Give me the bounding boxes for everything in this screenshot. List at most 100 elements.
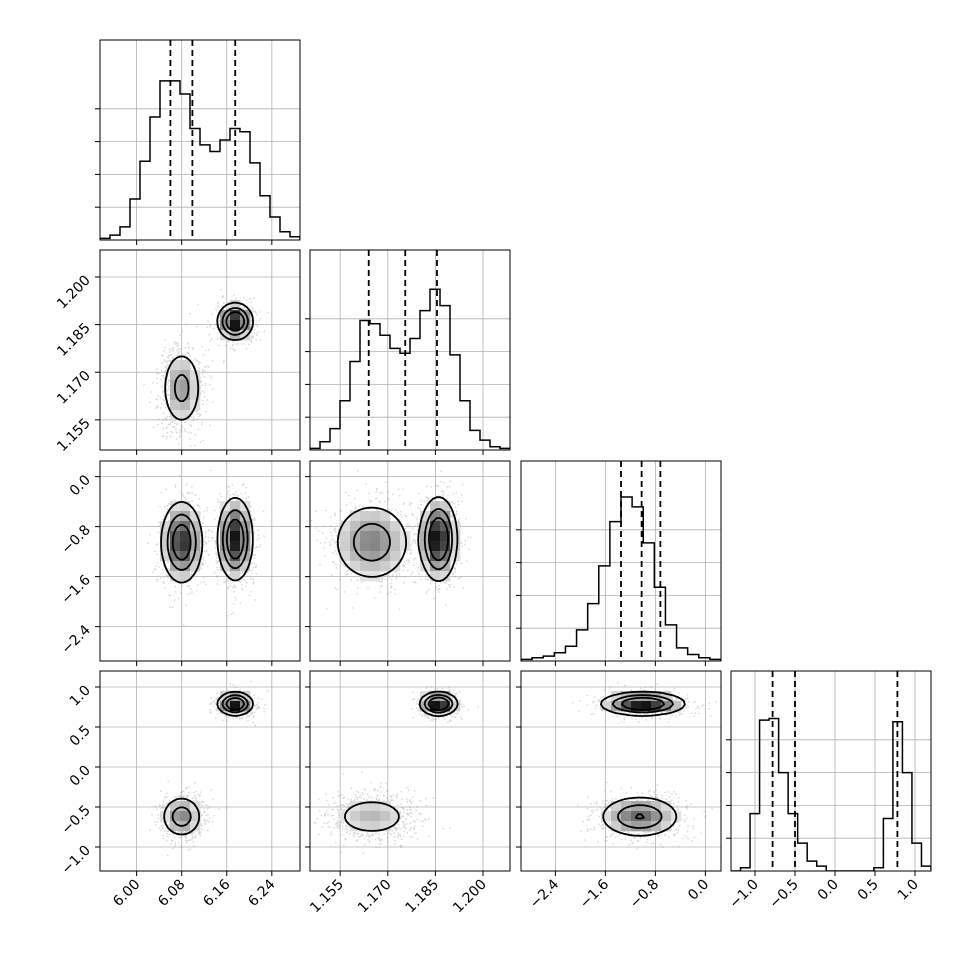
contour-line xyxy=(336,496,459,582)
density-cell xyxy=(360,541,371,552)
density-cell xyxy=(230,501,241,512)
density-cell xyxy=(661,701,672,712)
density-cell xyxy=(380,801,391,812)
density-cell xyxy=(220,320,231,331)
x-tick-label: 1.0 xyxy=(895,877,922,904)
histogram-3 xyxy=(731,717,931,871)
contour-line xyxy=(225,311,245,332)
density-cell xyxy=(420,521,431,532)
scatter-points xyxy=(311,470,472,610)
density-cell xyxy=(661,801,672,812)
density-cell xyxy=(240,330,251,341)
density-cell xyxy=(430,561,441,572)
density-cell xyxy=(390,531,401,542)
density-cell xyxy=(380,511,391,522)
x-tick-label: 1.155 xyxy=(307,877,347,917)
density-cell xyxy=(340,531,351,542)
density-cell xyxy=(440,541,451,552)
panel-frame xyxy=(309,249,511,451)
panel-frame xyxy=(99,460,301,662)
density-cell xyxy=(621,701,632,712)
density-cell xyxy=(661,691,672,702)
density-cell xyxy=(360,561,371,572)
y-tick-label: 1.0 xyxy=(67,683,94,710)
density-cell xyxy=(220,561,231,572)
density-cell xyxy=(621,811,632,822)
x-tick-label: −0.8 xyxy=(627,877,662,912)
density-cell xyxy=(390,561,401,572)
panel-frame xyxy=(309,670,511,872)
density-cell xyxy=(631,701,642,712)
panel-frame xyxy=(520,670,722,872)
density-cell xyxy=(190,551,201,562)
density-cell xyxy=(180,811,191,822)
density-cell xyxy=(611,801,622,812)
density-cell xyxy=(240,691,251,702)
density-cell xyxy=(390,521,401,532)
density-cell xyxy=(350,521,361,532)
density-cell xyxy=(450,701,461,712)
density-cell xyxy=(220,310,231,321)
density-cell xyxy=(430,501,441,512)
contour-line xyxy=(352,508,453,571)
density-cell xyxy=(380,561,391,572)
density-cell xyxy=(230,571,241,582)
density-cell xyxy=(240,511,251,522)
density-cell xyxy=(230,701,241,712)
density-cell xyxy=(180,531,191,542)
panel-1-0 xyxy=(100,250,300,450)
density-cell xyxy=(230,531,241,542)
density-cell xyxy=(360,511,371,522)
density-cell xyxy=(671,701,682,712)
contour-line xyxy=(428,517,449,562)
histogram-2 xyxy=(521,496,721,661)
density-cell xyxy=(450,541,461,552)
y-tick-label: 1.155 xyxy=(54,415,94,455)
density-cell xyxy=(180,380,191,391)
density-cell xyxy=(220,330,231,341)
x-tick-label: 1.170 xyxy=(355,877,395,917)
y-tick-label: 1.185 xyxy=(54,320,94,360)
density-cell xyxy=(430,511,441,522)
density-cell xyxy=(350,821,361,832)
density-cell xyxy=(440,701,451,712)
density-cell xyxy=(370,541,381,552)
density-cell xyxy=(180,390,191,401)
density-cell xyxy=(350,811,361,822)
contour-line xyxy=(171,694,249,827)
y-tick-label: 1.170 xyxy=(54,368,94,408)
density-cell xyxy=(350,511,361,522)
density-cell xyxy=(170,531,181,542)
density-cell xyxy=(450,521,461,532)
contour-line xyxy=(423,694,454,714)
density-cell xyxy=(170,541,181,552)
density-cell xyxy=(380,821,391,832)
panel-2-1 xyxy=(310,461,510,661)
density-cell xyxy=(240,541,251,552)
density-cell xyxy=(601,811,612,822)
density-cell xyxy=(611,701,622,712)
density-cell xyxy=(230,541,241,552)
contour-line xyxy=(225,697,245,711)
density-cell xyxy=(240,320,251,331)
density-cell xyxy=(170,821,181,832)
density-cell xyxy=(180,370,191,381)
histogram-1 xyxy=(310,288,510,450)
histogram-0 xyxy=(100,80,300,240)
y-tick-label: −0.8 xyxy=(58,522,93,557)
density-cell xyxy=(180,501,191,512)
density-cell xyxy=(230,300,241,311)
density-cell xyxy=(170,551,181,562)
density-cell xyxy=(430,521,441,532)
density-cell xyxy=(430,551,441,562)
density-cell xyxy=(621,801,632,812)
density-cell xyxy=(240,701,251,712)
density-cell xyxy=(160,811,171,822)
density-cell xyxy=(360,821,371,832)
y-tick-label: 0.0 xyxy=(67,472,94,499)
density-cell xyxy=(190,390,201,401)
density-cell xyxy=(230,310,241,321)
density-cell xyxy=(360,811,371,822)
density-cell xyxy=(641,701,652,712)
